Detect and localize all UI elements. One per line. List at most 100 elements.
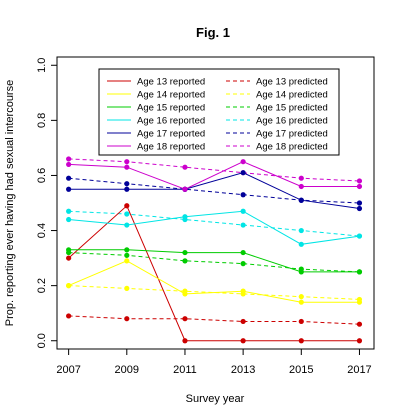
data-point: [182, 186, 188, 192]
legend-label: Age 17 reported: [137, 129, 205, 140]
data-point: [182, 316, 188, 322]
data-point: [182, 249, 188, 256]
series-line-age-17-reported: [68, 172, 360, 209]
data-point: [66, 216, 72, 223]
series-age-18-predicted: [66, 156, 363, 184]
data-point: [356, 233, 363, 239]
data-point: [124, 159, 130, 165]
legend-label: Age 16 predicted: [256, 116, 328, 127]
data-point: [240, 261, 246, 267]
data-point: [124, 181, 130, 187]
x-tick-label: 2011: [173, 364, 197, 376]
legend-label: Age 13 predicted: [256, 77, 328, 88]
data-point: [240, 208, 246, 214]
data-point: [240, 222, 246, 228]
y-tick-label: 0.8: [36, 113, 48, 128]
legend-label: Age 17 predicted: [256, 129, 328, 140]
legend-label: Age 13 reported: [137, 77, 205, 88]
series-line-age-13-reported: [68, 204, 360, 342]
series-age-13-reported: [66, 203, 363, 344]
y-tick-label: 0.4: [36, 223, 48, 238]
series-line-age-14-reported: [68, 260, 360, 303]
series-age-16-reported: [66, 208, 363, 247]
data-point: [66, 247, 72, 253]
data-point: [240, 192, 246, 198]
data-point: [298, 269, 304, 275]
series-age-17-reported: [66, 170, 363, 212]
data-point: [66, 161, 72, 168]
data-point: [124, 211, 130, 217]
data-point: [240, 318, 246, 325]
data-point: [240, 249, 246, 256]
legend-label: Age 15 reported: [137, 103, 205, 114]
data-point: [182, 338, 188, 344]
data-point: [182, 214, 188, 220]
series-age-13-predicted: [66, 313, 363, 327]
data-point: [124, 203, 130, 209]
legend-label: Age 15 predicted: [256, 103, 328, 114]
data-point: [124, 258, 130, 264]
series-line-age-18-reported: [68, 161, 360, 190]
legend-label: Age 18 reported: [137, 142, 205, 153]
x-tick-label: 2013: [231, 364, 255, 376]
data-point: [66, 156, 72, 162]
data-point: [124, 186, 130, 192]
y-axis-label: Prop. reporting ever having had sexual i…: [4, 80, 16, 326]
series-line-age-17-predicted: [68, 177, 360, 204]
data-point: [356, 321, 363, 327]
data-point: [124, 222, 130, 228]
legend-label: Age 14 predicted: [256, 90, 328, 101]
data-point: [66, 283, 72, 289]
series-line-age-16-reported: [68, 210, 360, 245]
data-point: [356, 178, 363, 184]
y-tick-label: 0.0: [36, 333, 48, 348]
legend-label: Age 14 reported: [137, 90, 205, 101]
data-point: [240, 288, 246, 294]
data-point: [356, 269, 363, 275]
series-group: [66, 156, 363, 344]
x-tick-label: 2017: [347, 364, 371, 376]
x-tick-label: 2007: [56, 364, 80, 376]
x-tick-label: 2015: [289, 364, 313, 376]
x-axis-label: Survey year: [186, 393, 245, 405]
data-point: [298, 227, 304, 234]
data-point: [298, 299, 304, 305]
series-age-15-reported: [66, 247, 363, 275]
data-point: [298, 338, 304, 344]
data-point: [298, 294, 304, 300]
data-point: [298, 175, 304, 181]
data-point: [124, 247, 130, 253]
data-point: [182, 164, 188, 170]
legend-label: Age 16 reported: [137, 116, 205, 127]
chart-title: Fig. 1: [196, 25, 230, 40]
data-point: [240, 338, 246, 344]
data-point: [356, 338, 363, 344]
y-tick-label: 0.2: [36, 278, 48, 293]
data-point: [124, 252, 130, 258]
data-point: [298, 197, 304, 203]
series-age-17-predicted: [66, 175, 363, 206]
legend-box: [98, 68, 340, 156]
data-point: [298, 183, 304, 190]
x-tick-label: 2009: [115, 364, 139, 376]
legend-label: Age 18 predicted: [256, 142, 328, 153]
series-line-age-18-predicted: [68, 158, 360, 182]
series-age-18-reported: [66, 159, 363, 192]
data-point: [66, 313, 72, 319]
data-point: [298, 241, 304, 247]
data-point: [66, 208, 72, 214]
data-point: [182, 291, 188, 297]
series-line-age-15-predicted: [68, 252, 360, 273]
data-point: [66, 175, 72, 181]
data-point: [298, 318, 304, 325]
data-point: [356, 299, 363, 305]
plot-frame: [56, 56, 375, 350]
data-point: [66, 186, 72, 192]
data-point: [240, 170, 246, 176]
series-line-age-13-predicted: [68, 315, 360, 325]
series-line-age-15-reported: [68, 249, 360, 273]
y-axis: 0.0 0.2 0.4 0.6 0.8 1.0: [36, 58, 57, 348]
y-tick-label: 0.6: [36, 168, 48, 183]
legend: Age 13 reported Age 14 reported Age 15 rep…: [98, 68, 340, 156]
